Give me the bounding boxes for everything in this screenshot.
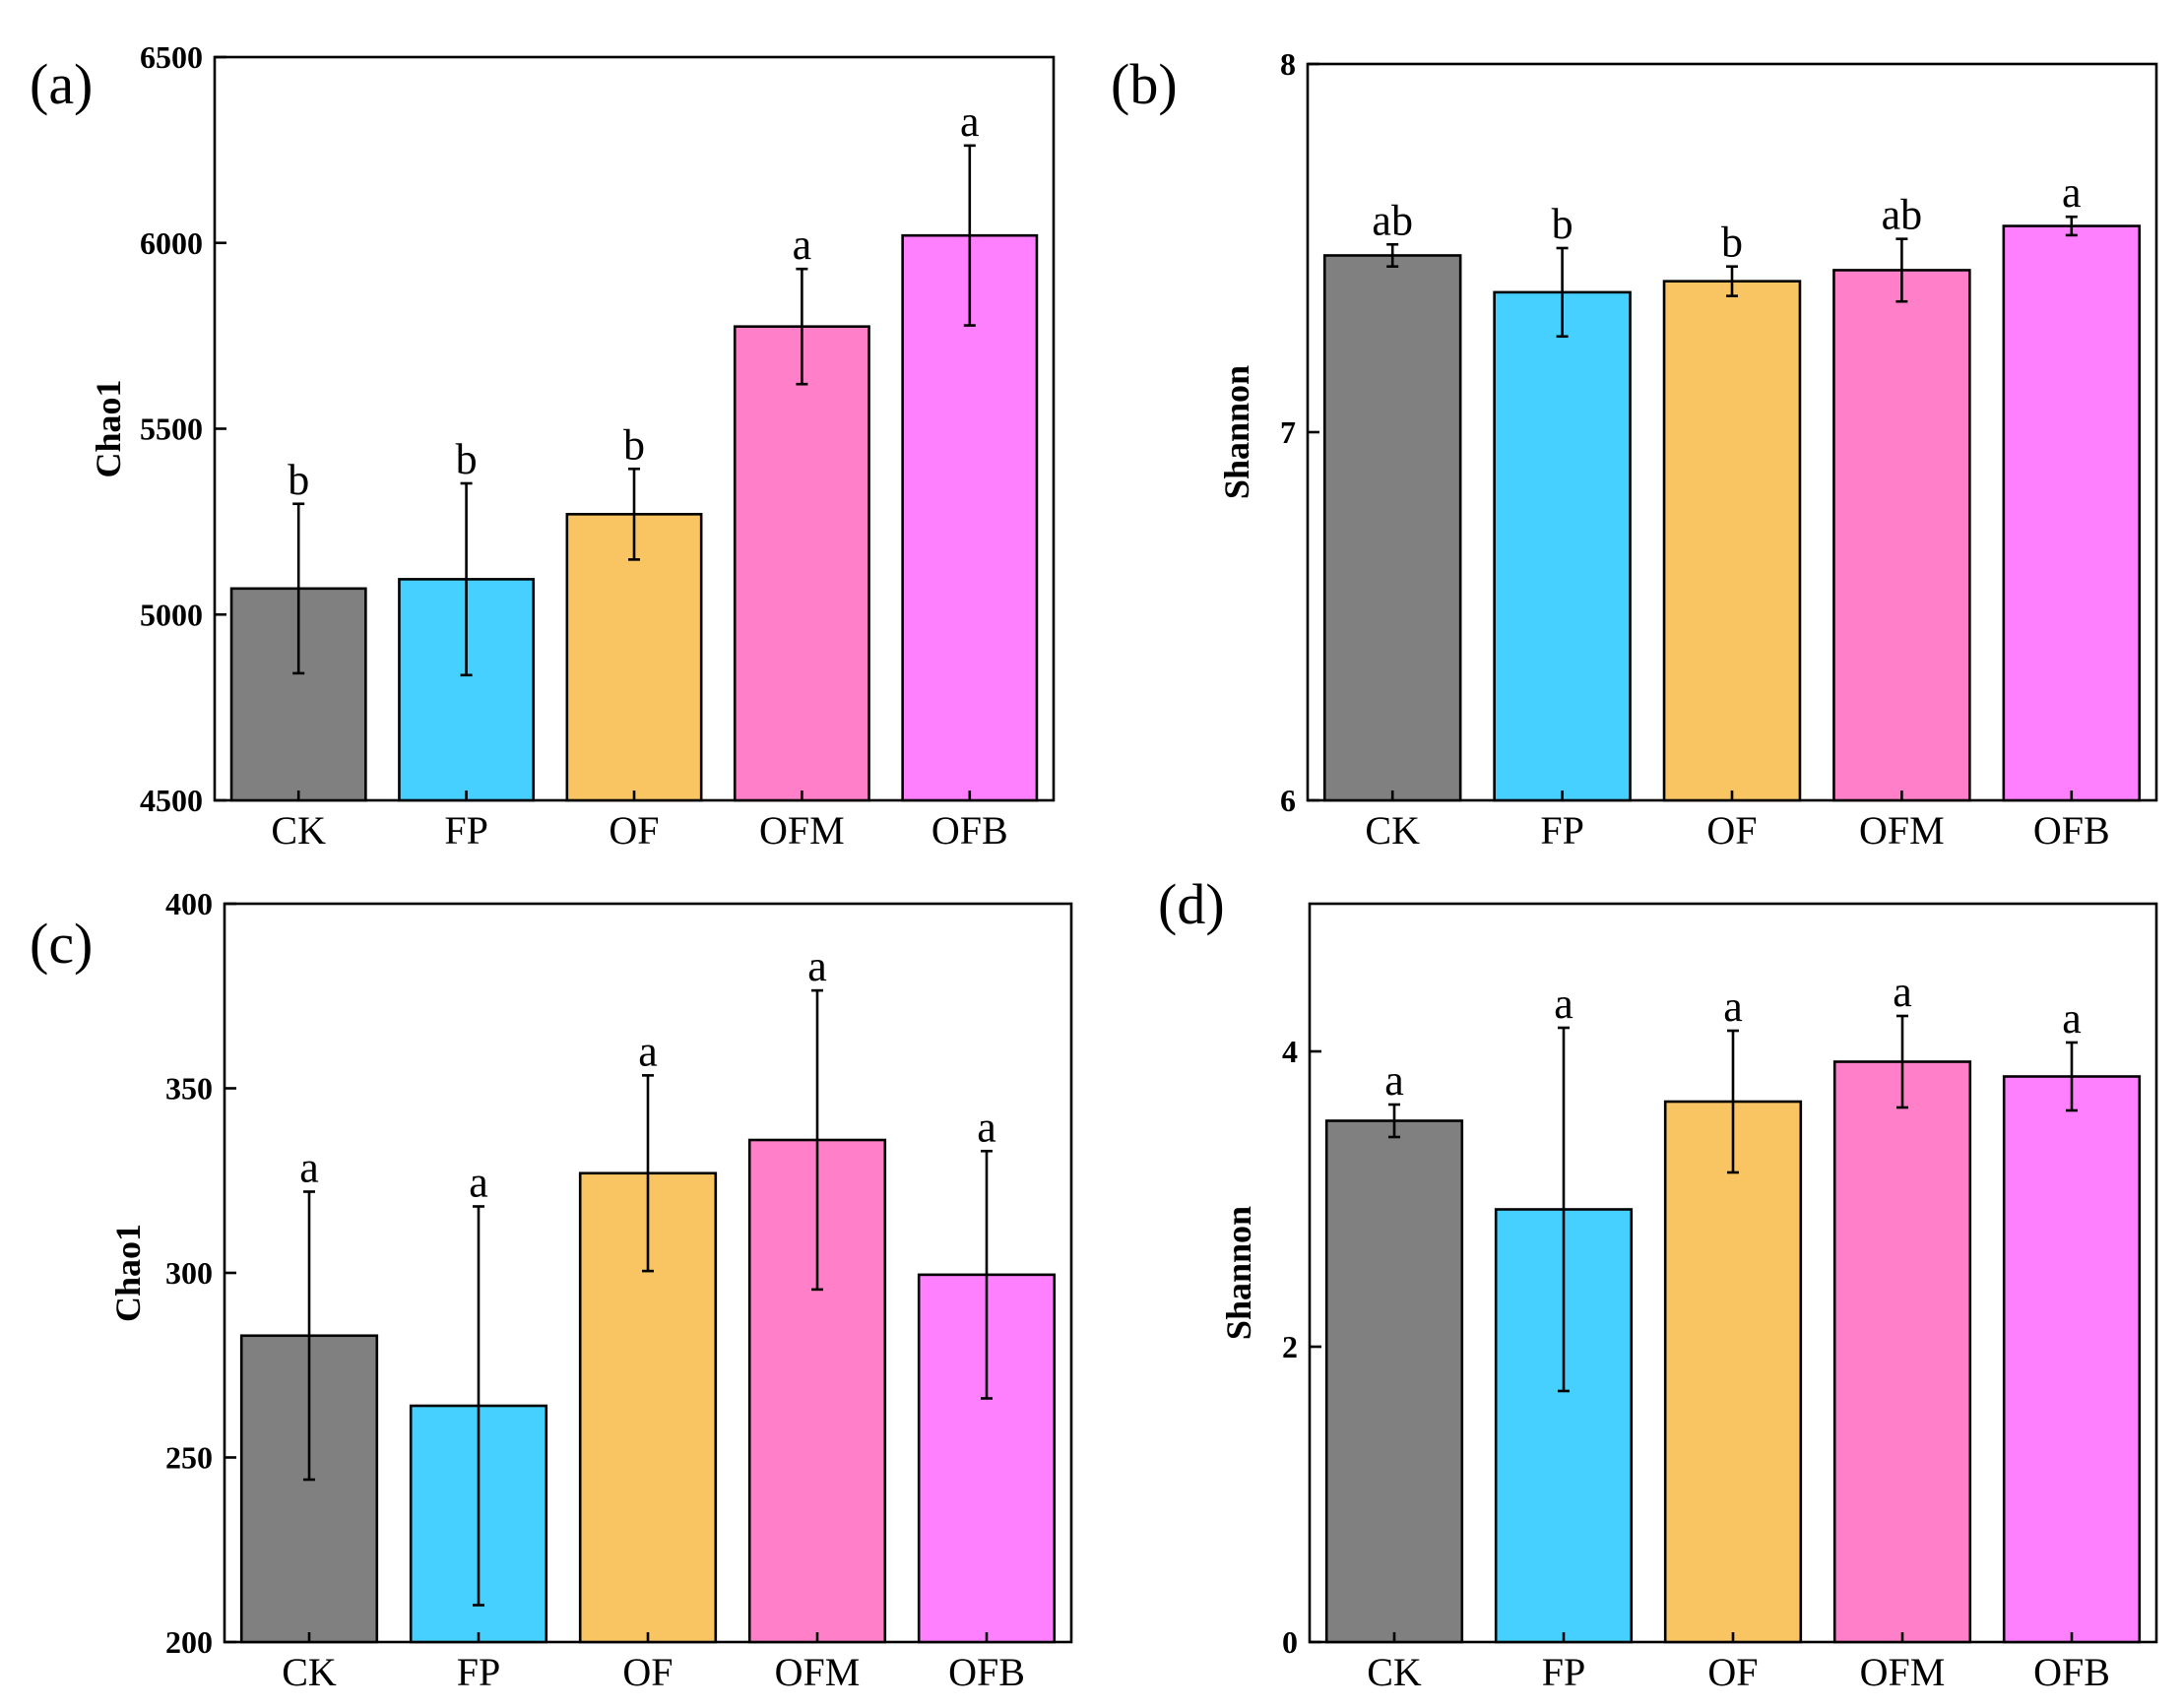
- bar-of: [1662, 280, 1802, 802]
- panel-a: (a) 4500 5000 5500 6000 6500 Chao1 b CK b FP b OF a OF…: [30, 39, 1056, 853]
- bar-ofb: [2002, 1075, 2142, 1644]
- y-axis-label: Chao1: [89, 379, 128, 477]
- bar-ofb: [901, 233, 1039, 802]
- y-tick-label: 4: [1282, 1034, 1298, 1069]
- y-tick-label: 2: [1282, 1329, 1298, 1364]
- x-tick-label-fp: FP: [1542, 1650, 1586, 1694]
- y-tick-label: 6000: [140, 225, 203, 261]
- x-tick-label-ofm: OFM: [759, 808, 845, 853]
- panel-label-d: (d): [1158, 872, 1225, 936]
- significance-label-fp: b: [1552, 200, 1573, 248]
- significance-label-ofb: a: [2062, 994, 2082, 1043]
- y-axis-label: Chao1: [108, 1224, 148, 1322]
- x-tick-label-of: OF: [609, 808, 659, 853]
- y-tick-label: 5500: [140, 411, 203, 447]
- y-tick-label: 400: [165, 886, 213, 921]
- y-tick-label: 300: [165, 1255, 213, 1291]
- significance-label-of: a: [638, 1027, 658, 1075]
- bar-ck: [1322, 254, 1462, 802]
- significance-label-ofb: a: [960, 97, 980, 146]
- x-tick-label-fp: FP: [444, 808, 488, 853]
- y-tick-label: 4500: [140, 783, 203, 818]
- bar-ofm: [1832, 1060, 1972, 1644]
- bar-of: [1663, 1100, 1803, 1644]
- significance-label-ck: b: [288, 456, 309, 504]
- x-tick-label-of: OF: [1707, 1650, 1758, 1694]
- y-tick-label: 350: [165, 1071, 213, 1107]
- panel-c: (c) 200 250 300 350 400 Chao1 a CK a FP a OF a OFM a OFB: [30, 886, 1073, 1694]
- significance-label-ofm: a: [793, 221, 812, 269]
- y-tick-label: 6: [1280, 783, 1296, 818]
- significance-label-of: a: [1723, 982, 1743, 1031]
- significance-label-ofb: a: [2062, 168, 2082, 217]
- x-tick-label-fp: FP: [457, 1650, 501, 1694]
- x-tick-label-ofb: OFB: [2033, 1650, 2110, 1694]
- x-tick-label-fp: FP: [1540, 808, 1584, 853]
- y-tick-label: 7: [1280, 414, 1296, 450]
- bar-of: [565, 513, 703, 802]
- significance-label-of: b: [623, 420, 645, 469]
- significance-label-of: b: [1721, 219, 1743, 267]
- x-tick-label-of: OF: [622, 1650, 673, 1694]
- panel-label-b: (b): [1111, 52, 1178, 116]
- x-tick-label-ofm: OFM: [1859, 808, 1945, 853]
- bar-ofb: [2002, 224, 2142, 802]
- y-tick-label: 5000: [140, 597, 203, 632]
- panel-b: (b) 6 7 8 Shannon ab CK b FP b OF ab OFM a OFB: [1111, 46, 2158, 853]
- bar-fp: [1493, 290, 1632, 802]
- x-tick-label-ck: CK: [282, 1650, 337, 1694]
- x-tick-label-ofb: OFB: [2033, 808, 2110, 853]
- significance-label-ck: a: [299, 1144, 319, 1192]
- y-axis-label: Shannon: [1217, 365, 1256, 499]
- significance-label-ofm: ab: [1882, 191, 1923, 239]
- y-tick-label: 0: [1282, 1624, 1298, 1660]
- significance-label-ofm: a: [1893, 968, 1912, 1016]
- panel-label-c: (c): [30, 912, 93, 976]
- panel-label-a: (a): [30, 52, 93, 116]
- x-tick-label-of: OF: [1706, 808, 1757, 853]
- bar-ck: [1324, 1119, 1464, 1644]
- x-tick-label-ofb: OFB: [948, 1650, 1025, 1694]
- significance-label-fp: a: [469, 1159, 488, 1207]
- y-axis-label: Shannon: [1219, 1206, 1258, 1340]
- y-tick-label: 250: [165, 1440, 213, 1476]
- x-tick-label-ck: CK: [1365, 808, 1420, 853]
- significance-label-fp: b: [456, 435, 478, 483]
- x-tick-label-ck: CK: [271, 808, 326, 853]
- y-tick-label: 8: [1280, 46, 1296, 82]
- significance-label-fp: a: [1554, 980, 1573, 1028]
- y-tick-label: 6500: [140, 39, 203, 75]
- significance-label-ck: ab: [1372, 196, 1413, 244]
- x-tick-label-ofm: OFM: [1860, 1650, 1946, 1694]
- significance-label-ofm: a: [807, 942, 827, 990]
- panel-d: (d) 0 2 4 Shannon a CK a FP a OF a OFM a OFB: [1158, 872, 2158, 1694]
- x-tick-label-ofb: OFB: [931, 808, 1008, 853]
- x-tick-label-ck: CK: [1367, 1650, 1422, 1694]
- bar-ofm: [1832, 269, 1971, 802]
- bar-ofm: [733, 325, 870, 802]
- y-tick-label: 200: [165, 1624, 213, 1660]
- significance-label-ofb: a: [977, 1103, 996, 1151]
- x-tick-label-ofm: OFM: [775, 1650, 861, 1694]
- significance-label-ck: a: [1384, 1056, 1404, 1105]
